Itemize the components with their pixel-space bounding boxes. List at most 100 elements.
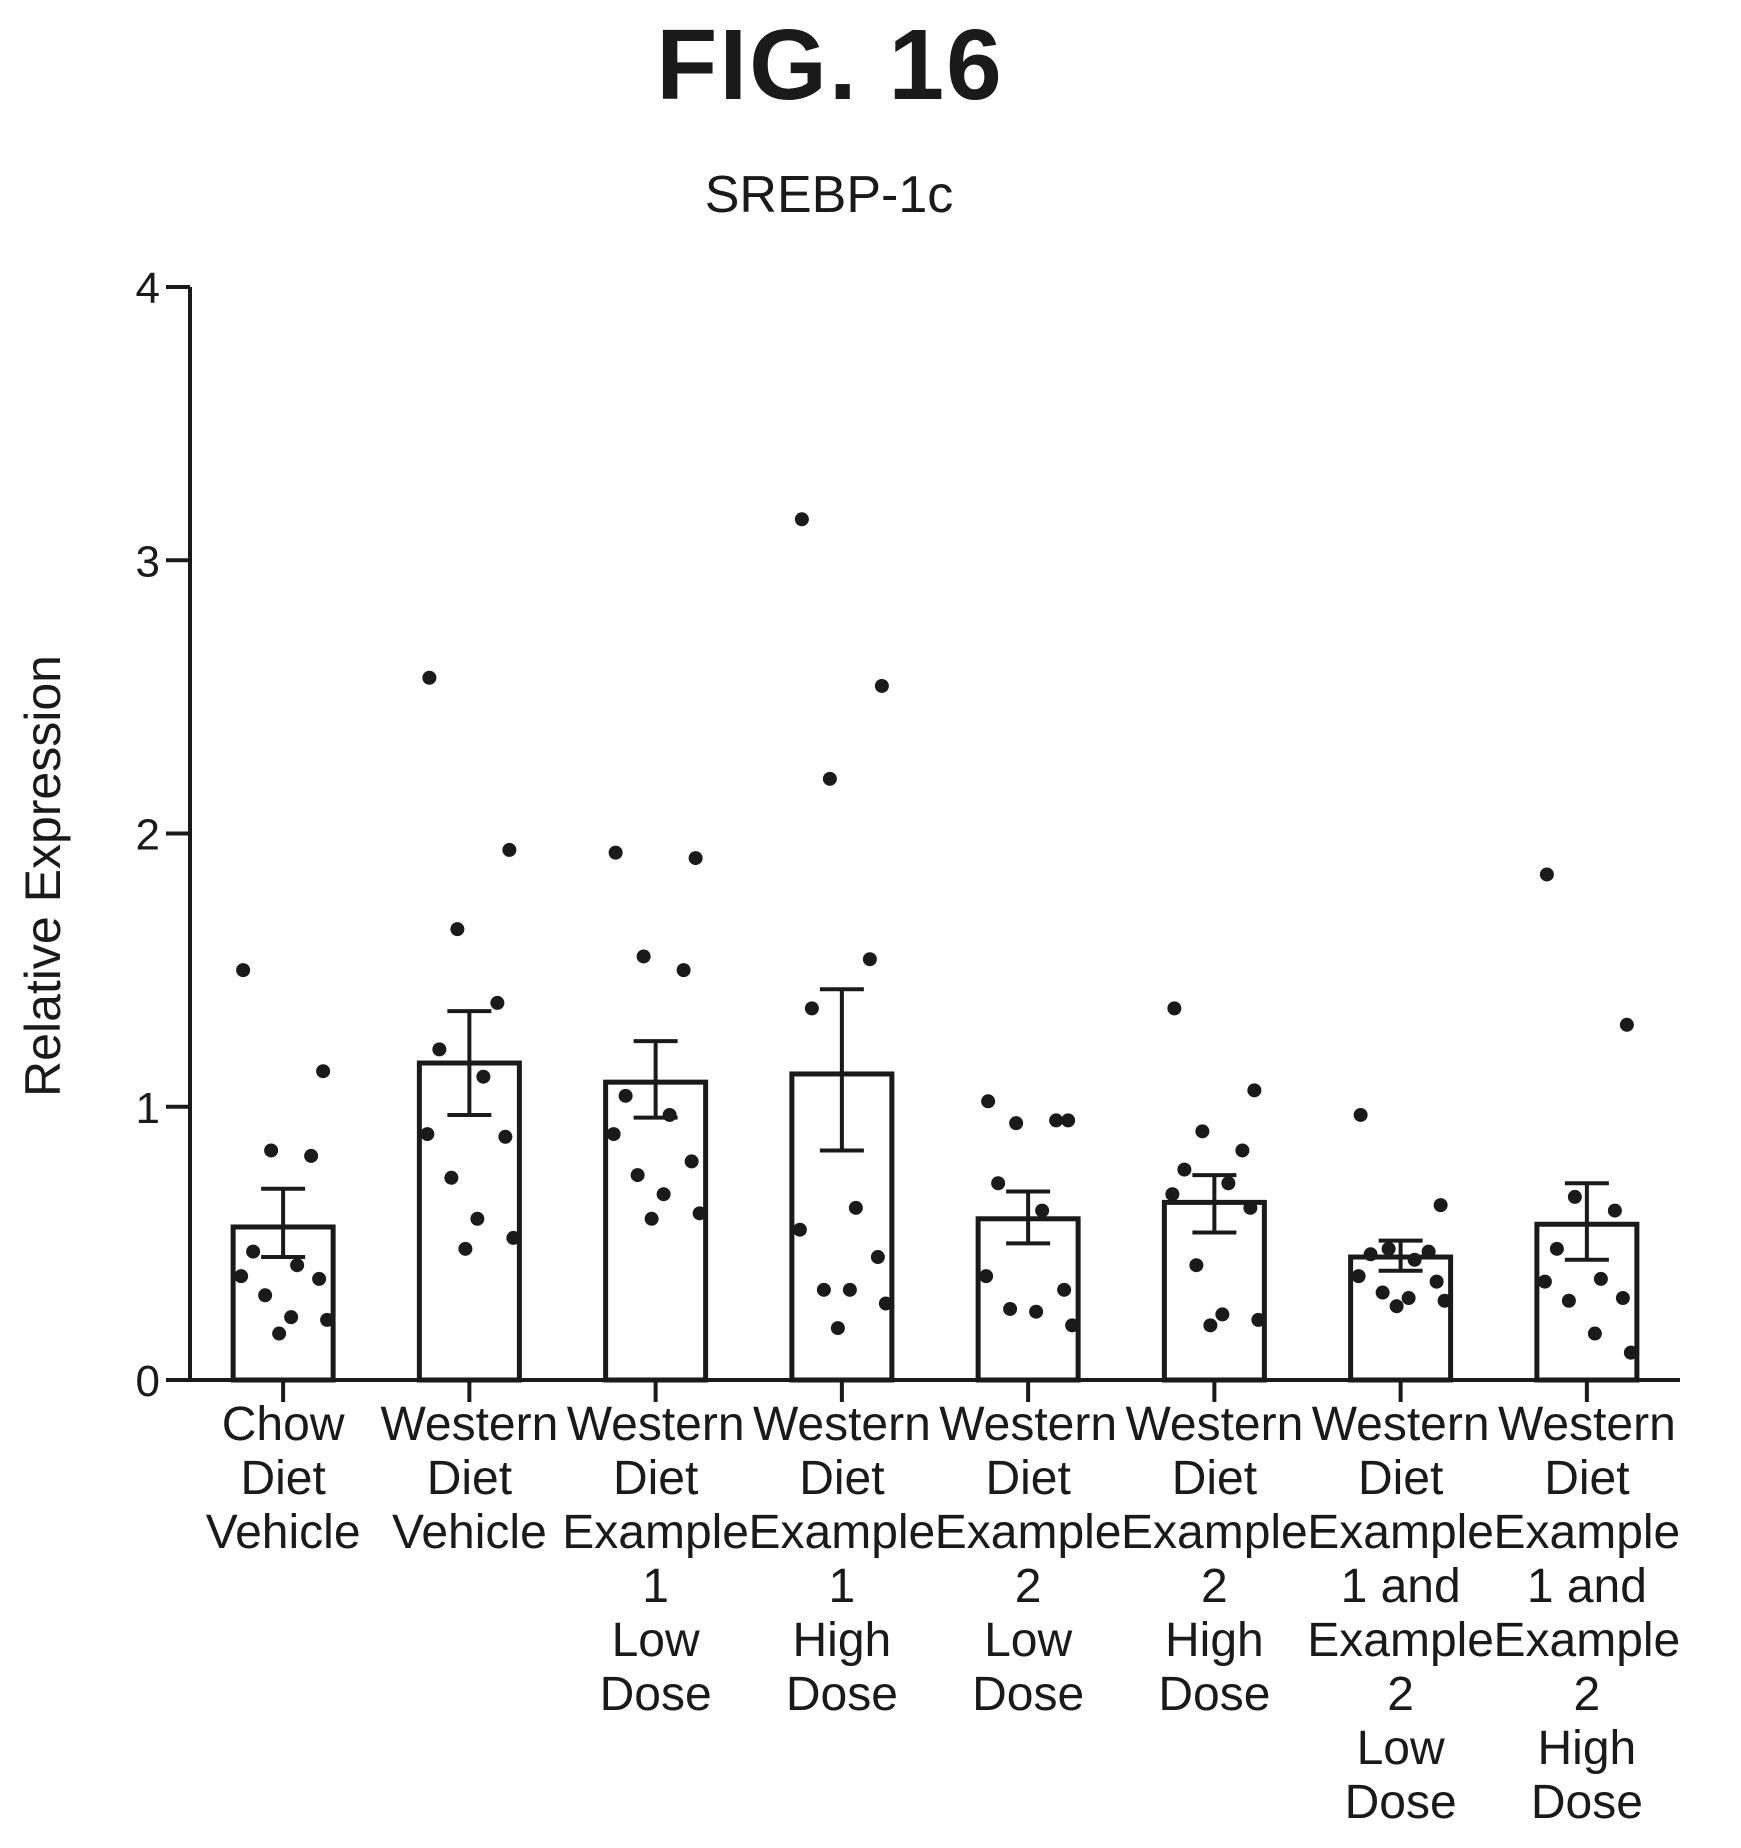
data-point bbox=[498, 1129, 513, 1144]
data-point bbox=[979, 1269, 994, 1284]
data-point bbox=[476, 1069, 491, 1084]
category-label: Western Diet Vehicle bbox=[380, 1398, 558, 1559]
data-point bbox=[490, 995, 505, 1010]
data-point bbox=[684, 1154, 699, 1169]
data-point bbox=[1537, 1274, 1552, 1289]
data-point bbox=[870, 1250, 885, 1265]
data-point bbox=[830, 1321, 845, 1336]
data-point bbox=[1401, 1291, 1416, 1306]
data-point bbox=[1247, 1083, 1262, 1098]
data-point bbox=[1607, 1203, 1622, 1218]
data-point bbox=[1049, 1113, 1064, 1128]
data-point bbox=[320, 1312, 335, 1327]
data-point bbox=[316, 1064, 331, 1079]
category-label: Western Diet Example 1 Low Dose bbox=[562, 1398, 749, 1721]
data-point bbox=[692, 1206, 707, 1221]
data-point bbox=[312, 1271, 327, 1286]
bar bbox=[603, 1079, 709, 1383]
data-point bbox=[1353, 1107, 1368, 1122]
data-point bbox=[1203, 1318, 1218, 1333]
data-point bbox=[878, 1296, 893, 1311]
data-point bbox=[1221, 1176, 1236, 1191]
data-point bbox=[1567, 1189, 1582, 1204]
y-tick-label: 1 bbox=[136, 1084, 160, 1133]
data-point bbox=[1561, 1293, 1576, 1308]
data-point bbox=[804, 1001, 819, 1016]
data-point bbox=[506, 1230, 521, 1245]
data-point bbox=[432, 1042, 447, 1057]
data-point bbox=[822, 771, 837, 786]
data-point bbox=[1235, 1143, 1250, 1158]
category-label: Western Diet Example 2 Low Dose bbox=[935, 1398, 1122, 1721]
category-label: Western Diet Example 1 and Example 2 High Dose bbox=[1494, 1398, 1681, 1829]
data-point bbox=[284, 1310, 299, 1325]
data-point bbox=[234, 1269, 249, 1284]
data-point bbox=[444, 1170, 459, 1185]
data-point bbox=[1429, 1274, 1444, 1289]
data-point bbox=[1421, 1244, 1436, 1259]
data-point bbox=[1215, 1307, 1230, 1322]
data-point bbox=[290, 1258, 305, 1273]
data-point bbox=[794, 512, 809, 527]
data-point bbox=[636, 949, 651, 964]
data-point bbox=[1035, 1203, 1050, 1218]
data-point bbox=[1189, 1258, 1204, 1273]
data-point bbox=[644, 1211, 659, 1226]
data-point bbox=[1065, 1318, 1080, 1333]
data-point bbox=[1177, 1162, 1192, 1177]
data-point bbox=[1057, 1282, 1072, 1297]
data-point bbox=[981, 1094, 996, 1109]
data-point bbox=[1165, 1187, 1180, 1202]
data-point bbox=[1003, 1301, 1018, 1316]
bar bbox=[975, 1216, 1081, 1383]
data-point bbox=[1195, 1124, 1210, 1139]
data-point bbox=[1615, 1291, 1630, 1306]
data-point bbox=[862, 952, 877, 967]
data-point bbox=[1029, 1304, 1044, 1319]
data-point bbox=[272, 1326, 287, 1341]
y-tick-label: 3 bbox=[136, 537, 160, 586]
data-point bbox=[236, 963, 251, 978]
data-point bbox=[1243, 1200, 1258, 1215]
data-point bbox=[1549, 1241, 1564, 1256]
data-point bbox=[1167, 1001, 1182, 1016]
data-point bbox=[848, 1200, 863, 1215]
data-point bbox=[991, 1176, 1006, 1191]
data-point bbox=[246, 1244, 261, 1259]
data-point bbox=[450, 922, 465, 937]
data-point bbox=[1363, 1247, 1378, 1262]
data-point bbox=[1437, 1293, 1452, 1308]
figure-label: FIG. 16 bbox=[656, 9, 1004, 121]
data-point bbox=[842, 1282, 857, 1297]
data-point bbox=[422, 670, 437, 685]
data-point bbox=[606, 1127, 621, 1142]
data-point bbox=[608, 845, 623, 860]
chart-title: SREBP-1c bbox=[705, 166, 954, 224]
data-point bbox=[1351, 1269, 1366, 1284]
data-point bbox=[304, 1148, 319, 1163]
data-point bbox=[1061, 1113, 1076, 1128]
data-point bbox=[1539, 867, 1554, 882]
data-point bbox=[470, 1211, 485, 1226]
data-point bbox=[458, 1241, 473, 1256]
y-tick-label: 4 bbox=[136, 264, 160, 313]
data-point bbox=[688, 851, 703, 866]
data-point bbox=[676, 963, 691, 978]
data-point bbox=[1593, 1271, 1608, 1286]
data-point bbox=[1389, 1299, 1404, 1314]
data-point bbox=[1587, 1326, 1602, 1341]
y-axis-label: Relative Expression bbox=[15, 655, 71, 1097]
y-tick-label: 2 bbox=[136, 811, 160, 860]
data-point bbox=[874, 678, 889, 693]
category-label: Chow Diet Vehicle bbox=[206, 1398, 361, 1559]
data-point bbox=[1251, 1312, 1266, 1327]
data-point bbox=[656, 1187, 671, 1202]
data-point bbox=[1375, 1285, 1390, 1300]
category-label: Western Diet Example 1 High Dose bbox=[749, 1398, 936, 1721]
data-point bbox=[1009, 1116, 1024, 1131]
data-point bbox=[630, 1168, 645, 1183]
category-label: Western Diet Example 2 High Dose bbox=[1121, 1398, 1308, 1721]
data-point bbox=[258, 1288, 273, 1303]
